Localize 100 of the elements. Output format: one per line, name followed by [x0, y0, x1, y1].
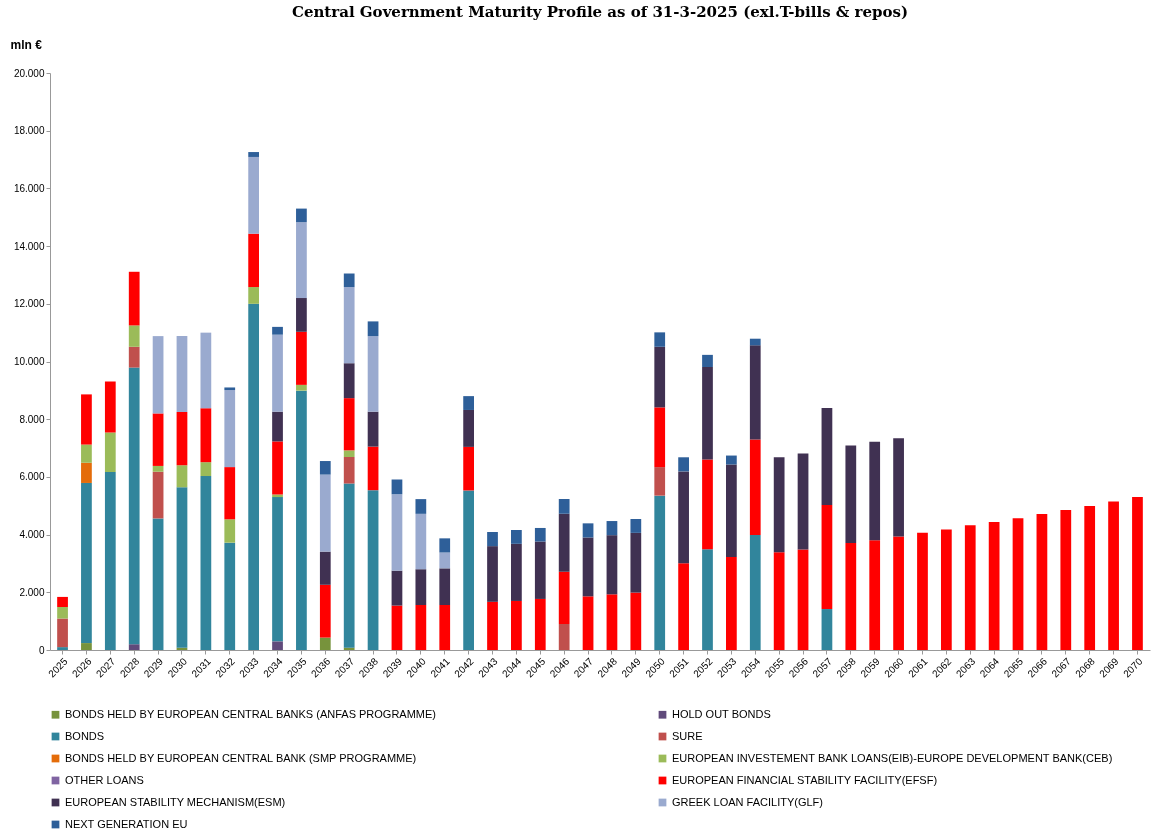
bar — [57, 647, 68, 650]
bar — [81, 444, 92, 463]
bar — [1036, 514, 1048, 650]
y-tick-label: 8.000 — [19, 413, 45, 425]
bar — [439, 568, 451, 605]
bar — [81, 394, 92, 445]
bar — [534, 598, 546, 650]
bar — [319, 461, 331, 475]
bar — [1108, 501, 1119, 650]
bar — [654, 346, 666, 408]
bar — [272, 641, 283, 650]
bar — [439, 552, 451, 569]
legend-label: HOLD OUT BONDS — [672, 707, 771, 720]
bar — [128, 367, 140, 645]
bar — [988, 521, 1000, 650]
bar — [81, 643, 92, 650]
bar — [964, 525, 976, 650]
bar — [726, 455, 737, 465]
bar — [415, 604, 427, 650]
bar — [439, 604, 451, 650]
bar — [391, 479, 403, 495]
bar — [272, 334, 283, 412]
legend-label: OTHER LOANS — [65, 773, 144, 786]
bar — [821, 407, 833, 505]
bar — [296, 390, 307, 650]
bar — [749, 338, 761, 346]
bar — [224, 519, 236, 543]
bar — [654, 332, 666, 347]
bar — [367, 411, 379, 447]
bar — [248, 156, 260, 234]
bar — [845, 542, 857, 650]
bar — [343, 483, 355, 648]
bar — [821, 504, 833, 610]
bar — [606, 535, 618, 595]
bar — [57, 618, 68, 648]
bar — [511, 600, 522, 650]
bar — [128, 325, 140, 347]
bar — [272, 441, 283, 495]
bar — [534, 527, 546, 542]
bar — [630, 519, 642, 533]
bar — [558, 513, 570, 572]
bar — [582, 523, 594, 538]
bar — [343, 450, 355, 457]
legend-label: BONDS — [65, 729, 105, 742]
y-tick-label: 18.000 — [13, 125, 45, 137]
bar — [415, 569, 427, 605]
bar — [367, 321, 379, 337]
bar — [749, 439, 761, 535]
bar — [200, 462, 212, 477]
bar — [104, 472, 116, 650]
bar — [391, 605, 403, 650]
bar — [726, 464, 737, 558]
bar — [248, 233, 260, 288]
bar — [104, 381, 116, 433]
bar — [319, 474, 331, 552]
bar — [582, 537, 594, 597]
bar — [81, 462, 92, 483]
bar — [1132, 497, 1143, 650]
bar — [296, 208, 307, 223]
legend-label: EUROPEAN FINANCIAL STABILITY FACILITY(EFSF) — [672, 773, 938, 786]
bar — [200, 408, 212, 463]
y-tick-label: 16.000 — [13, 182, 45, 194]
bar — [128, 644, 140, 650]
bar — [534, 541, 546, 599]
bar — [224, 390, 236, 468]
bar — [582, 596, 594, 650]
bar — [463, 396, 474, 410]
bar — [296, 384, 307, 391]
y-tick-label: 0 — [38, 644, 45, 656]
bar — [296, 222, 307, 299]
bar — [296, 298, 307, 332]
y-tick-label: 14.000 — [13, 240, 45, 252]
legend-label: BONDS HELD BY EUROPEAN CENTRAL BANKS (ANFAS PROGRAMME) — [65, 707, 437, 720]
bar — [606, 521, 618, 536]
bar — [152, 518, 164, 650]
bar — [893, 438, 904, 537]
bar — [893, 536, 904, 650]
y-tick-label: 4.000 — [19, 529, 45, 541]
bar — [81, 482, 92, 644]
bar — [152, 465, 164, 472]
bar — [224, 467, 236, 520]
chart-title: Central Government Maturity Profile as of 31-3-2025 (exl.T-bills & repos) — [291, 3, 909, 21]
bar — [367, 446, 379, 491]
y-tick-label: 10.000 — [13, 356, 45, 367]
bar — [272, 411, 283, 442]
bar — [128, 346, 140, 368]
bar — [558, 624, 570, 650]
y-tick-label: 12.000 — [13, 298, 45, 310]
bar — [343, 456, 355, 484]
bar — [463, 490, 474, 650]
bar — [845, 445, 857, 543]
bar — [319, 584, 331, 638]
legend-label: SURE — [672, 729, 703, 742]
bar — [678, 563, 689, 650]
bar — [1012, 518, 1024, 650]
y-axis-title: mln € — [10, 37, 43, 52]
bar — [869, 441, 881, 541]
bar — [940, 529, 952, 650]
bar — [319, 637, 331, 650]
bar — [439, 538, 451, 553]
